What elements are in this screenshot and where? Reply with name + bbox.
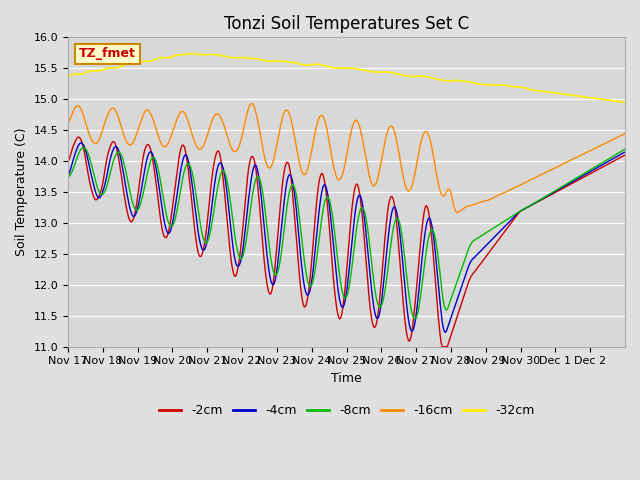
- Title: Tonzi Soil Temperatures Set C: Tonzi Soil Temperatures Set C: [224, 15, 469, 33]
- X-axis label: Time: Time: [331, 372, 362, 385]
- Legend: -2cm, -4cm, -8cm, -16cm, -32cm: -2cm, -4cm, -8cm, -16cm, -32cm: [154, 399, 540, 422]
- Y-axis label: Soil Temperature (C): Soil Temperature (C): [15, 128, 28, 256]
- Text: TZ_fmet: TZ_fmet: [79, 48, 136, 60]
